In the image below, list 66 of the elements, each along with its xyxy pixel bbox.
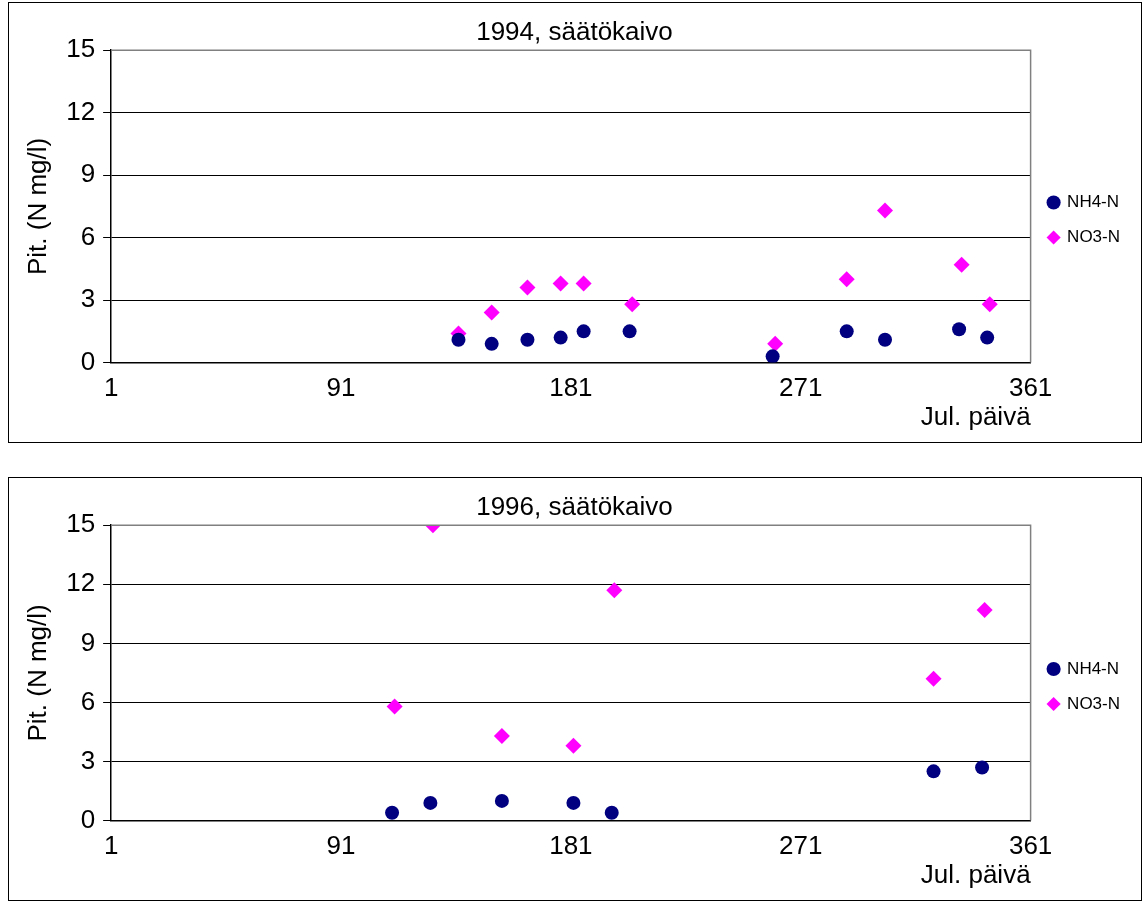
x-tick-label: 361 (1008, 372, 1053, 403)
y-axis-title: Pit. (N mg/l) (21, 137, 52, 276)
point (386, 698, 403, 715)
x-axis-title: Jul. päivä (920, 400, 1032, 431)
point (553, 330, 568, 345)
x-tick-label: 1 (103, 830, 119, 861)
point (765, 349, 780, 363)
point (604, 805, 619, 820)
point (877, 202, 894, 219)
point (520, 332, 535, 347)
x-tick-label: 1 (103, 372, 119, 403)
point (980, 330, 995, 345)
x-tick-label: 181 (549, 830, 593, 861)
point (925, 670, 942, 687)
point (838, 271, 855, 288)
point (576, 324, 591, 339)
point (975, 760, 990, 775)
point (878, 332, 893, 347)
legend-label: NO3-N (1067, 693, 1121, 713)
point (839, 324, 854, 339)
chart-title: 1996, säätökaivo (476, 490, 673, 521)
x-tick-label: 271 (779, 830, 823, 861)
point (566, 795, 581, 810)
y-tick-label: 3 (80, 744, 96, 775)
x-tick-label: 271 (779, 372, 823, 403)
point (624, 296, 641, 313)
y-tick-label: 9 (80, 626, 96, 657)
point (926, 764, 941, 779)
point (606, 582, 623, 599)
point (976, 601, 993, 618)
chart-title: 1994, säätökaivo (476, 15, 673, 46)
point (565, 737, 582, 754)
y-tick-label: 0 (80, 803, 96, 834)
x-tick-label: 361 (1008, 830, 1053, 861)
y-axis-title: Pit. (N mg/l) (21, 604, 52, 742)
point (385, 805, 400, 820)
point (484, 336, 499, 351)
point (575, 275, 592, 292)
y-tick-label: 15 (66, 33, 96, 64)
point (493, 727, 510, 744)
y-tick-label: 12 (66, 95, 96, 126)
x-axis-title: Jul. päivä (920, 858, 1032, 889)
point (423, 795, 438, 810)
point (622, 324, 637, 339)
y-tick-label: 15 (66, 508, 96, 539)
legend-label: NH4-N (1067, 192, 1120, 212)
y-tick-label: 12 (66, 567, 96, 598)
legend-label: NO3-N (1067, 227, 1121, 247)
y-tick-label: 0 (80, 345, 96, 376)
point (953, 256, 970, 273)
point (483, 304, 500, 321)
point (494, 793, 509, 808)
y-tick-label: 3 (80, 283, 96, 314)
y-tick-label: 9 (80, 158, 96, 189)
point (451, 332, 466, 347)
point (981, 296, 998, 313)
point (767, 335, 784, 352)
y-tick-label: 6 (80, 220, 96, 251)
x-tick-label: 91 (326, 372, 356, 403)
point (552, 275, 569, 292)
x-tick-label: 91 (326, 830, 356, 861)
y-tick-label: 6 (80, 685, 96, 716)
x-tick-label: 181 (549, 372, 593, 403)
legend-label: NH4-N (1067, 658, 1120, 678)
point (952, 322, 967, 337)
point (519, 279, 536, 296)
